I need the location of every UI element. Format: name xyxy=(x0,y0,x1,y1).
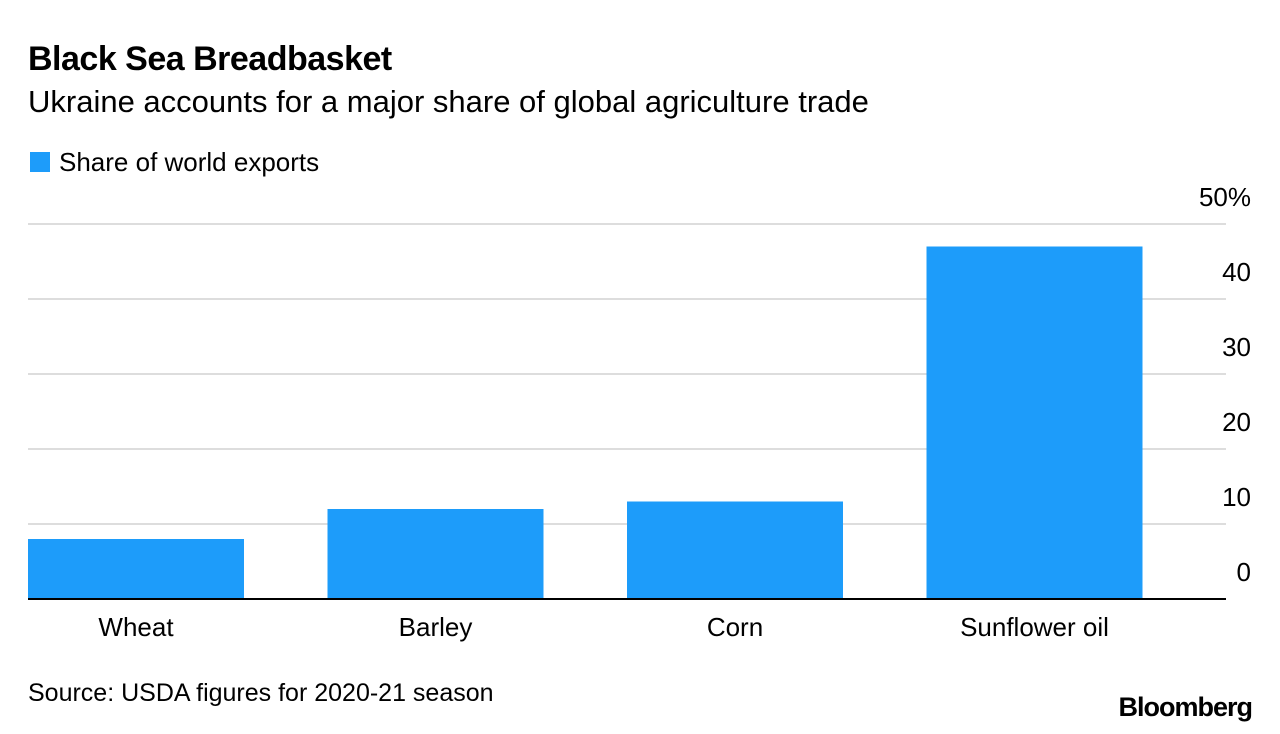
chart-subtitle: Ukraine accounts for a major share of gl… xyxy=(28,84,869,119)
bloomberg-logo: Bloomberg xyxy=(1118,692,1253,722)
y-tick-label: 30 xyxy=(1222,332,1251,362)
bar-sunflower-oil xyxy=(926,246,1143,599)
bar-corn xyxy=(627,501,843,599)
y-tick-label: 20 xyxy=(1222,407,1251,437)
source-note: Source: USDA figures for 2020-21 season xyxy=(28,679,494,707)
x-tick-label: Wheat xyxy=(98,612,174,642)
x-tick-label: Barley xyxy=(399,612,473,642)
axes: 0 10 20 30 40 50% Wheat Barley Corn Sunflower oil xyxy=(28,182,1251,642)
chart-title: Black Sea Breadbasket xyxy=(28,40,392,78)
bars xyxy=(28,246,1143,599)
y-tick-label: 0 xyxy=(1237,557,1251,587)
legend: Share of world exports xyxy=(30,147,319,177)
y-tick-label: 40 xyxy=(1222,257,1251,287)
bar-barley xyxy=(327,509,544,599)
legend-swatch xyxy=(30,152,50,172)
x-tick-label: Sunflower oil xyxy=(960,612,1109,642)
y-tick-label: 50% xyxy=(1199,182,1251,212)
y-tick-label: 10 xyxy=(1222,482,1251,512)
bar-wheat xyxy=(28,539,244,599)
x-tick-label: Corn xyxy=(707,612,763,642)
legend-label: Share of world exports xyxy=(59,146,320,177)
